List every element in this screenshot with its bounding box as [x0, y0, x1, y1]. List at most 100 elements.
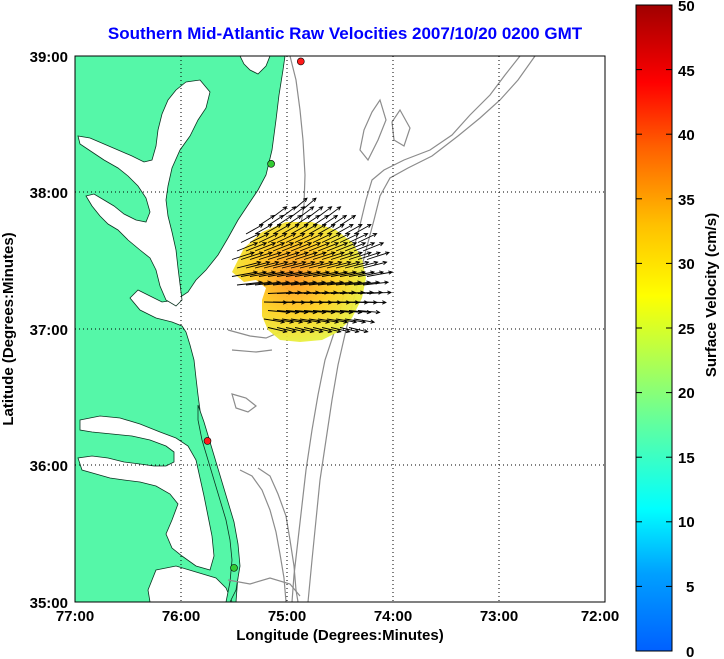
velocity-arrow	[294, 197, 308, 209]
map-plot-area	[75, 56, 605, 602]
velocity-arrow	[245, 224, 264, 235]
station-marker	[203, 437, 212, 445]
y-tick-label: 35:00	[30, 595, 68, 612]
velocity-arrow	[290, 242, 313, 252]
velocity-arrow	[272, 206, 288, 218]
velocity-arrow	[276, 214, 294, 226]
velocity-arrow	[326, 260, 352, 269]
delaware-bay	[239, 56, 271, 75]
velocity-arrow	[285, 270, 313, 277]
colorbar: 50 45 40 35 30 25 20 15 10 5 0 Surface V…	[635, 0, 720, 659]
velocity-arrow	[357, 310, 381, 315]
velocity-arrow	[290, 260, 316, 269]
velocity-arrow	[357, 233, 378, 243]
velocity-arrow	[335, 224, 354, 235]
velocity-arrow	[294, 233, 315, 243]
velocity-arrow	[285, 233, 306, 243]
velocity-arrow	[281, 242, 304, 252]
velocity-arrow	[303, 327, 324, 334]
velocity-arrow	[299, 242, 322, 252]
x-tick-label: 72:00	[581, 608, 619, 625]
velocity-arrow	[263, 260, 289, 269]
station-marker	[267, 160, 275, 168]
colorbar-tick-label: 20	[678, 385, 695, 402]
velocity-arrow	[299, 224, 318, 235]
velocity-arrow	[339, 270, 367, 277]
velocity-arrow	[267, 327, 288, 334]
velocity-arrow	[290, 206, 306, 218]
velocity-arrow	[267, 251, 291, 260]
velocity-arrow	[308, 206, 324, 218]
velocity-arrow	[254, 224, 273, 235]
velocity-arrow	[303, 270, 331, 277]
radar-stations	[203, 57, 305, 572]
velocity-arrow	[326, 224, 345, 235]
velocity-vectors	[231, 197, 394, 334]
velocity-arrow	[357, 251, 381, 260]
velocity-arrow	[276, 270, 304, 277]
velocity-arrow	[353, 260, 379, 269]
velocity-arrow	[254, 242, 277, 252]
velocity-arrow	[303, 233, 324, 243]
velocity-arrow	[276, 233, 297, 243]
velocity-arrow	[294, 251, 318, 260]
velocity-arrow	[258, 270, 286, 277]
velocity-arrow	[272, 260, 298, 269]
velocity-arrow	[308, 242, 331, 252]
velocity-arrow	[321, 233, 342, 243]
velocity-arrow	[366, 251, 390, 260]
velocity-arrow	[312, 270, 340, 277]
velocity-arrow	[348, 327, 369, 334]
velocity-arrow	[240, 251, 264, 260]
velocity-arrow	[317, 224, 336, 235]
velocity-arrow	[294, 270, 322, 277]
velocity-arrow	[276, 251, 300, 260]
velocity-arrow	[299, 206, 315, 218]
velocity-arrow	[317, 242, 340, 252]
x-axis: 77:00 76:00 75:00 74:00 73:00 72:00 Long…	[56, 608, 619, 644]
pamlico-sound	[77, 415, 215, 571]
x-tick-label: 77:00	[56, 608, 94, 625]
velocity-arrow	[263, 224, 282, 235]
velocity-arrow	[339, 327, 360, 334]
velocity-arrow	[312, 233, 333, 243]
x-tick-label: 76:00	[162, 608, 200, 625]
velocity-arrow	[272, 224, 291, 235]
velocity-arrow	[249, 233, 270, 243]
velocity-arrow	[348, 251, 372, 260]
velocity-arrow	[281, 224, 300, 235]
map-frame	[74, 55, 606, 603]
velocity-arrow	[312, 251, 336, 260]
x-tick-label: 73:00	[480, 608, 518, 625]
velocity-arrow	[267, 270, 295, 277]
x-tick-label: 75:00	[268, 608, 306, 625]
velocity-arrow	[321, 214, 339, 226]
velocity-arrow	[344, 242, 367, 252]
velocity-arrow	[245, 242, 268, 252]
velocity-arrow	[326, 206, 342, 218]
velocity-arrow	[240, 270, 268, 277]
velocity-arrow	[312, 327, 333, 334]
colorbar-tick-label: 50	[678, 0, 695, 15]
y-tick-label: 36:00	[30, 458, 68, 475]
velocity-arrow	[303, 214, 321, 226]
velocity-arrow	[267, 214, 285, 226]
velocity-arrow	[294, 214, 312, 226]
velocity-arrow	[330, 251, 354, 260]
velocity-arrow	[245, 260, 271, 269]
velocity-arrow	[344, 260, 370, 269]
velocity-arrow	[276, 327, 297, 334]
velocity-arrow	[344, 224, 363, 235]
velocity-arrow	[366, 270, 394, 277]
y-tick-label: 37:00	[30, 322, 68, 339]
chesapeake-bay	[77, 79, 211, 307]
velocity-arrow	[312, 214, 330, 226]
velocity-arrow	[321, 327, 342, 334]
velocity-arrow	[258, 251, 282, 260]
velocity-arrow	[281, 206, 297, 218]
colorbar-tick-label: 30	[678, 256, 695, 273]
colorbar-tick-label: 40	[678, 127, 695, 144]
velocity-arrow	[321, 251, 345, 260]
velocity-arrow	[258, 233, 279, 243]
velocity-arrow	[321, 270, 349, 277]
